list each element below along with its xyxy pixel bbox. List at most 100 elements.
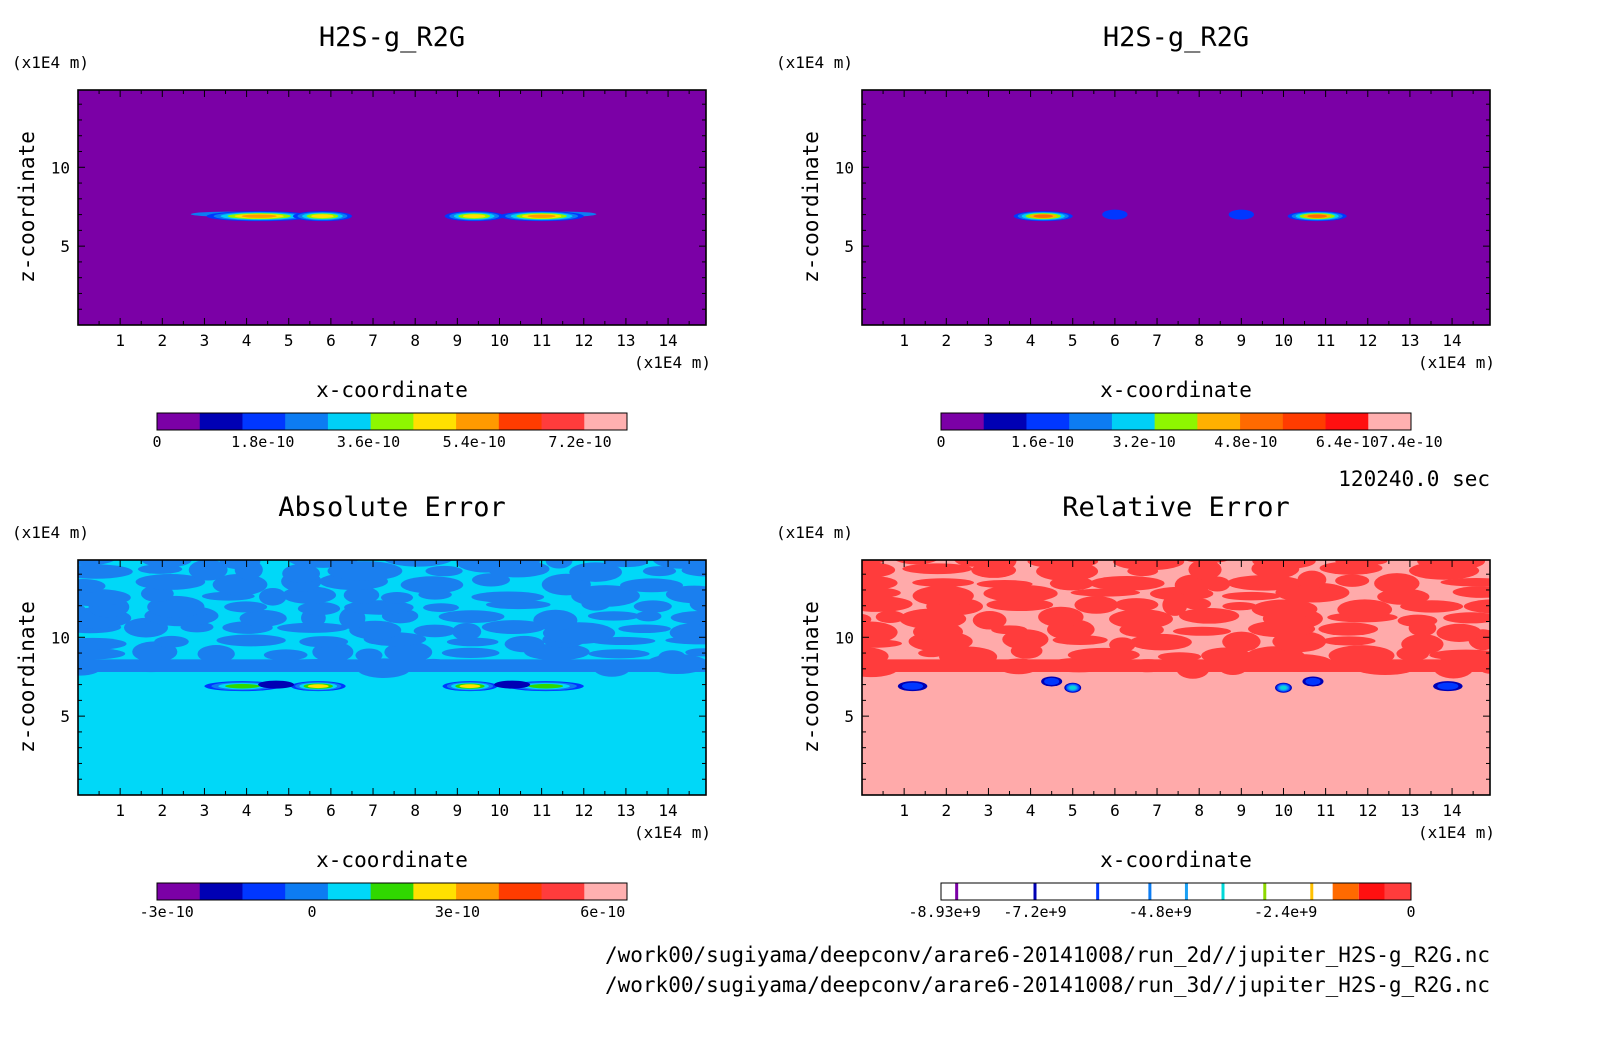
x-tick-label: 9 bbox=[453, 801, 463, 820]
blob-contour bbox=[1044, 677, 1060, 686]
x-tick-label: 11 bbox=[1316, 801, 1335, 820]
x-tick-label: 3 bbox=[984, 801, 994, 820]
field-contour bbox=[471, 591, 545, 603]
field-contour bbox=[894, 560, 938, 565]
field-contour bbox=[983, 584, 1058, 603]
x-tick-label: 11 bbox=[532, 801, 551, 820]
field-contour bbox=[438, 610, 505, 623]
field-contour bbox=[991, 625, 1028, 635]
field-contour bbox=[78, 659, 706, 672]
colorbar-segment bbox=[1384, 883, 1411, 900]
y-unit-label: (x1E4 m) bbox=[776, 523, 853, 542]
field-contour bbox=[862, 560, 886, 565]
blob-contour bbox=[1033, 214, 1054, 218]
colorbar-tick-label: -3e-10 bbox=[140, 903, 194, 921]
field-contour bbox=[263, 649, 308, 661]
panel-title: Absolute Error bbox=[278, 492, 506, 523]
colorbar-tick-label: 5.4e-10 bbox=[443, 433, 506, 451]
field-contour bbox=[343, 586, 380, 604]
field-contour bbox=[545, 560, 573, 569]
panel-h2s-2d: H2S-g_R2G (x1E4 m) 1 2 3 4 5 6 7 8 9 10 11 12 13 1451… bbox=[12, 22, 711, 451]
y-tick-label: 5 bbox=[60, 237, 70, 256]
colorbar-segment bbox=[1111, 413, 1156, 430]
field-contour bbox=[384, 560, 453, 567]
colorbar: 0 1.6e-10 3.2e-10 4.8e-10 6.4e-10 7.4e-10 bbox=[936, 412, 1443, 451]
x-tick-label: 4 bbox=[1026, 801, 1036, 820]
field-contour bbox=[862, 575, 898, 591]
x-tick-label: 7 bbox=[1152, 331, 1162, 350]
colorbar-segment bbox=[285, 413, 329, 430]
field-contour bbox=[446, 637, 499, 647]
colorbar-segment bbox=[1026, 413, 1070, 430]
colorbar-segment bbox=[327, 413, 372, 430]
plot-background bbox=[78, 90, 706, 325]
field-contour bbox=[1397, 614, 1438, 627]
field-contour bbox=[685, 648, 706, 657]
field-contour bbox=[665, 585, 706, 604]
field-contour bbox=[504, 635, 545, 653]
field-contour bbox=[1322, 636, 1376, 646]
field-contour bbox=[620, 578, 683, 593]
field-contour bbox=[862, 613, 872, 625]
colorbar-line bbox=[1184, 883, 1188, 900]
x-tick-label: 13 bbox=[1400, 331, 1419, 350]
field-contour bbox=[862, 587, 901, 599]
x-tick-label: 12 bbox=[1358, 331, 1377, 350]
colorbar-segment bbox=[199, 883, 243, 900]
field-contour bbox=[78, 560, 115, 566]
field-contour bbox=[78, 589, 131, 607]
blob-contour bbox=[1307, 214, 1328, 218]
blob-contour bbox=[902, 682, 924, 690]
x-tick-label: 9 bbox=[1237, 331, 1247, 350]
field-contour bbox=[78, 648, 126, 660]
field-contour bbox=[282, 564, 321, 583]
field-contour bbox=[976, 579, 1033, 589]
field-contour bbox=[569, 562, 622, 582]
x-tick-label: 4 bbox=[242, 331, 252, 350]
field-contour bbox=[533, 609, 578, 631]
colorbar-tick-label: 7.4e-10 bbox=[1379, 433, 1442, 451]
colorbar-segment bbox=[370, 883, 414, 900]
plot-clip bbox=[78, 560, 706, 795]
x-unit-label: (x1E4 m) bbox=[634, 823, 711, 842]
x-tick-label: 10 bbox=[490, 801, 509, 820]
colorbar-segment bbox=[941, 413, 985, 430]
x-tick-label: 12 bbox=[574, 801, 593, 820]
y-unit-label: (x1E4 m) bbox=[776, 53, 853, 72]
y-axis-label: z-coordinate bbox=[15, 131, 39, 283]
colorbar: -3e-10 0 3e-10 6e-10 bbox=[140, 882, 628, 921]
field-contour bbox=[1113, 560, 1185, 571]
field-contour bbox=[1401, 634, 1444, 655]
field-contour bbox=[400, 576, 464, 594]
field-contour bbox=[197, 645, 235, 663]
x-tick-label: 2 bbox=[157, 331, 167, 350]
colorbar-segment bbox=[242, 413, 286, 430]
colorbar-segment bbox=[1325, 413, 1369, 430]
x-tick-label: 7 bbox=[368, 331, 378, 350]
field-contour bbox=[456, 560, 517, 573]
field-contour bbox=[1222, 602, 1258, 611]
field-contour bbox=[413, 624, 457, 638]
blob-contour bbox=[1228, 209, 1254, 220]
colorbar-segment bbox=[413, 413, 457, 430]
x-tick-label: 14 bbox=[658, 801, 677, 820]
plot-frame bbox=[861, 89, 1491, 326]
x-tick-label: 2 bbox=[157, 801, 167, 820]
colorbar-tick-label: 4.8e-10 bbox=[1214, 433, 1277, 451]
field-contour bbox=[277, 622, 349, 633]
colorbar-segment bbox=[498, 413, 543, 430]
colorbar-frame bbox=[156, 412, 628, 431]
x-tick-label: 11 bbox=[1316, 331, 1335, 350]
x-tick-label: 14 bbox=[658, 331, 677, 350]
colorbar-tick-label: 0 bbox=[936, 433, 945, 451]
x-tick-label: 6 bbox=[326, 801, 336, 820]
plot-frame bbox=[77, 559, 707, 796]
colorbar-tick-label: -2.4e+9 bbox=[1254, 903, 1317, 921]
plot-frame bbox=[77, 89, 707, 326]
x-tick-label: 12 bbox=[1358, 801, 1377, 820]
x-tick-label: 3 bbox=[200, 331, 210, 350]
